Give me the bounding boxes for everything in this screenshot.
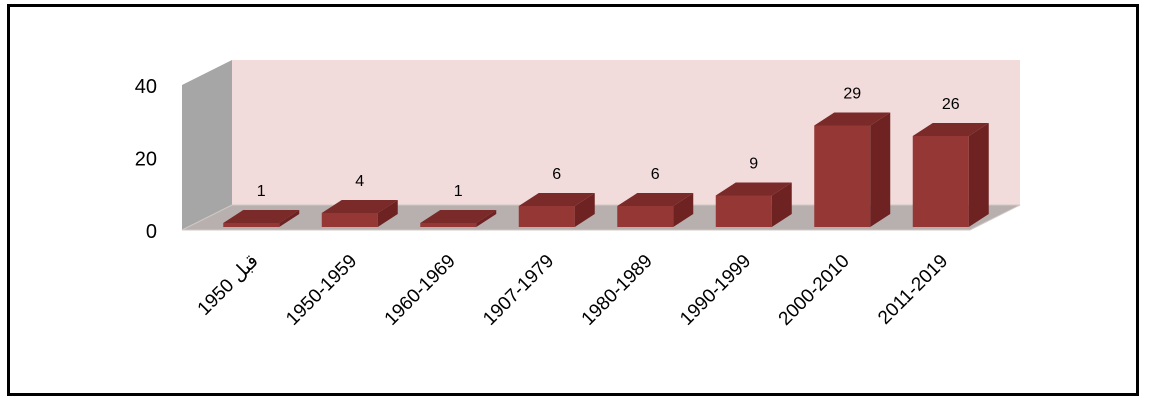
bar-front (518, 206, 575, 227)
bar-side (968, 123, 989, 227)
y-tick-label: 0 (146, 221, 157, 243)
data-label: 1 (454, 183, 463, 200)
data-label: 9 (749, 156, 758, 173)
category-label: قبل 1950 (194, 251, 263, 320)
bar-side (870, 112, 891, 227)
category-label: 2000-2010 (775, 251, 854, 330)
bar (814, 112, 891, 227)
bar (518, 193, 595, 227)
bar (715, 182, 792, 227)
bar-front (814, 125, 871, 227)
chart-walls (181, 60, 1021, 231)
bar (420, 210, 497, 227)
data-label: 26 (942, 96, 960, 113)
y-tick-label: 40 (135, 76, 157, 98)
bar (223, 210, 300, 227)
bar-side (377, 200, 398, 227)
y-axis-ticks: 0 20 40 (135, 76, 157, 243)
bar-front (715, 195, 772, 227)
bar-side (673, 193, 694, 227)
bar-top (223, 210, 300, 223)
category-label: 1907-1979 (479, 251, 558, 330)
bar-top (715, 182, 792, 196)
data-label: 29 (843, 86, 861, 103)
bar (617, 193, 694, 227)
bar-side (771, 182, 792, 227)
bar-front (420, 223, 477, 227)
y-tick-label: 20 (135, 149, 157, 171)
category-label: 1980-1989 (578, 251, 657, 330)
bar-front (223, 223, 280, 227)
data-label: 6 (552, 166, 561, 183)
bar-top (518, 193, 595, 206)
chart-floor (181, 204, 1021, 231)
bar-side (279, 210, 300, 227)
data-label: 6 (651, 166, 660, 183)
bar-side (574, 193, 595, 227)
bar-top (814, 112, 891, 126)
side-wall (182, 60, 232, 230)
bar (321, 200, 398, 227)
data-label: 4 (355, 173, 364, 190)
category-label: 1960-1969 (381, 251, 460, 330)
bar-front (321, 213, 378, 227)
bar-top (420, 210, 497, 223)
bar-series (223, 112, 989, 227)
category-labels: قبل 1950 1950-1959 1960-1969 1907-1979 1980-… (194, 251, 953, 330)
bar-top (321, 200, 398, 213)
bar-front (912, 136, 969, 227)
data-labels: 1 4 1 6 6 9 29 26 (257, 86, 960, 201)
bar-side (476, 210, 497, 227)
bar-top (912, 123, 989, 136)
back-wall (232, 60, 1020, 205)
data-label: 1 (257, 183, 266, 200)
bar (912, 123, 989, 227)
category-label: 1950-1959 (282, 251, 361, 330)
bar-top (617, 193, 694, 206)
category-label: 2011-2019 (874, 251, 952, 329)
category-label: 1990-1999 (676, 251, 755, 330)
bar-front (617, 206, 674, 227)
